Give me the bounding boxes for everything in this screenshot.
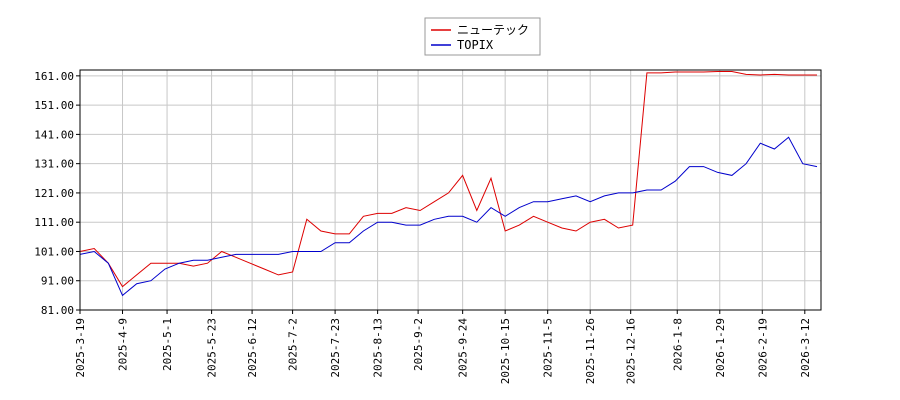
series-line <box>79 136 818 297</box>
legend <box>424 17 541 56</box>
x-tick-label: 2025-4-9 <box>117 318 130 371</box>
y-tick-label: 101.00 <box>34 245 74 258</box>
x-tick-label: 2025-5-23 <box>206 318 219 378</box>
x-tick-label: 2025-9-2 <box>412 318 425 371</box>
x-tick-label: 2025-7-2 <box>287 318 300 371</box>
x-tick-label: 2025-7-23 <box>329 318 342 378</box>
y-tick-label: 131.00 <box>34 158 74 171</box>
legend-label: ニューテック <box>457 23 529 37</box>
x-tick-label: 2025-5-1 <box>161 318 174 371</box>
legend-box <box>424 17 541 56</box>
legend-label: TOPIX <box>457 38 494 52</box>
y-tick-label: 121.00 <box>34 187 74 200</box>
plot-border <box>79 69 822 311</box>
y-tick-label: 91.00 <box>41 275 74 288</box>
x-tick-label: 2025-3-19 <box>74 318 87 378</box>
x-tick-label: 2026-1-29 <box>714 318 727 378</box>
x-tick-label: 2025-10-15 <box>499 318 512 384</box>
x-tick-label: 2026-3-12 <box>799 318 812 378</box>
x-tick-label: 2025-11-5 <box>542 318 555 378</box>
x-tick-label: 2025-9-24 <box>457 318 470 378</box>
y-tick-label: 111.00 <box>34 216 74 229</box>
x-tick-label: 2026-2-19 <box>756 318 769 378</box>
x-tick-label: 2025-12-16 <box>625 318 638 384</box>
x-tick-label: 2025-11-26 <box>584 318 597 384</box>
series-line <box>79 71 817 288</box>
x-tick-label: 2025-8-13 <box>372 318 385 378</box>
y-tick-label: 151.00 <box>34 99 74 112</box>
y-tick-label: 161.00 <box>34 70 74 83</box>
x-tick-label: 2026-1-8 <box>671 318 684 371</box>
y-tick-label: 141.00 <box>34 128 74 141</box>
y-tick-label: 81.00 <box>41 304 74 317</box>
x-tick-label: 2025-6-12 <box>246 318 259 378</box>
